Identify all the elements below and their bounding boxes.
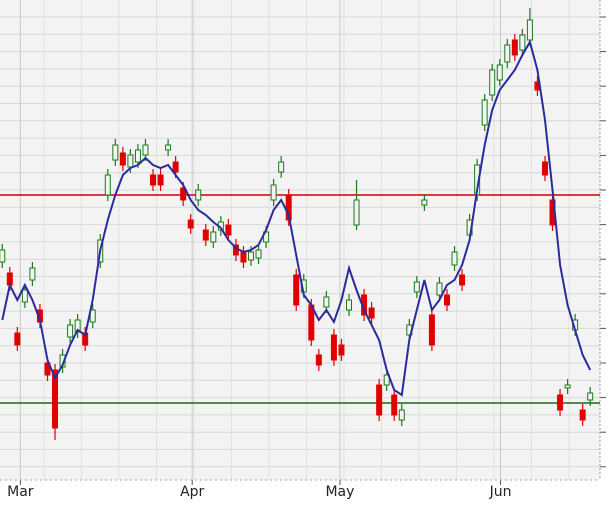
candle-body: [202, 229, 209, 241]
candle-body: [255, 249, 262, 259]
candle-body: [104, 174, 111, 196]
candle-body: [187, 219, 194, 229]
x-tick-label: Jun: [489, 484, 512, 500]
candle-body: [270, 184, 277, 201]
candle-body: [172, 161, 179, 173]
candle-body: [579, 409, 586, 421]
candle-body: [112, 144, 119, 161]
candle-body: [210, 231, 217, 243]
candle-body: [353, 199, 360, 226]
candle-body: [557, 394, 564, 411]
candle-body: [481, 99, 488, 126]
candle-body: [504, 44, 511, 63]
candle-body: [52, 369, 59, 429]
grid: [0, 0, 606, 485]
candle-body: [225, 224, 232, 236]
candle-body: [323, 296, 330, 308]
candle-body: [293, 274, 300, 306]
candle-body: [489, 69, 496, 96]
candle-body: [29, 267, 36, 281]
moving-average-line: [1, 39, 592, 397]
candle-body: [240, 251, 247, 263]
x-tick-label: Mar: [7, 484, 34, 500]
candle-body: [21, 289, 28, 303]
candle-body: [14, 332, 21, 346]
candle-body: [428, 314, 435, 346]
marks: [0, 8, 600, 440]
candle-body: [526, 19, 533, 41]
candle-body: [541, 161, 548, 176]
x-tick-label: May: [325, 484, 354, 500]
candle-body: [278, 161, 285, 173]
candle-body: [195, 189, 202, 201]
candle-body: [157, 174, 164, 186]
candle-body: [451, 251, 458, 266]
candle-body: [134, 149, 141, 163]
candle-body: [338, 344, 345, 356]
candle-body: [248, 251, 255, 261]
candle-body: [142, 144, 149, 156]
plot-area: [0, 0, 600, 480]
candle-body: [519, 34, 526, 51]
candle-body: [564, 384, 571, 389]
candle-body: [150, 174, 157, 186]
candle-body: [44, 362, 51, 376]
candle-body: [421, 199, 428, 206]
candle-body: [345, 299, 352, 311]
candle-body: [587, 392, 594, 401]
candle-body: [459, 274, 466, 286]
candle-body: [330, 334, 337, 361]
candle-body: [496, 64, 503, 81]
candle-body: [376, 384, 383, 416]
candle-body: [127, 154, 134, 168]
candle-body: [180, 187, 187, 201]
candle-body: [165, 144, 172, 151]
candle-body: [315, 354, 322, 366]
candle-body: [511, 39, 518, 56]
candle-body: [67, 324, 74, 338]
candle-body: [391, 394, 398, 416]
candle-body: [0, 249, 6, 263]
candle-body: [119, 152, 126, 166]
candle-body: [398, 409, 405, 421]
x-tick-label: Apr: [180, 484, 204, 500]
candle-body: [368, 307, 375, 319]
candle-body: [413, 281, 420, 293]
candle-body: [443, 294, 450, 306]
candle-body: [383, 374, 390, 386]
candle-body: [436, 282, 443, 296]
